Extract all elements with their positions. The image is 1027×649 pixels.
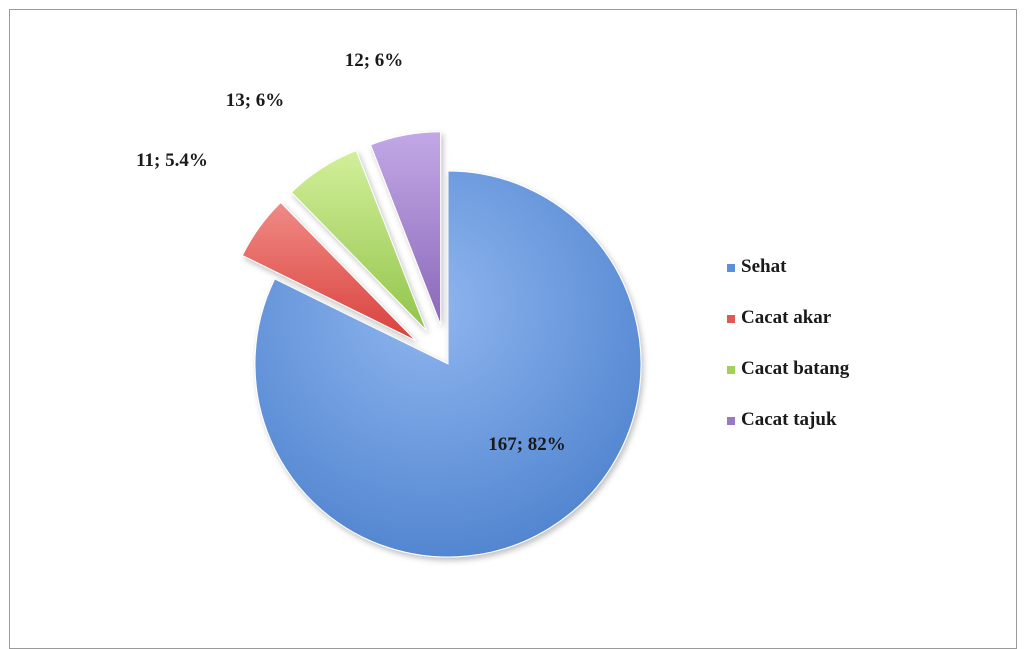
data-label-sehat: 167; 82% [488,434,566,455]
data-label-cacat-tajuk: 12; 6% [345,50,404,71]
legend-swatch-sehat [727,264,735,272]
data-label-cacat-akar: 11; 5.4% [136,150,208,171]
legend-label-cacat-akar: Cacat akar [741,307,832,328]
legend-label-sehat: Sehat [741,256,787,277]
legend-label-cacat-tajuk: Cacat tajuk [741,409,837,430]
data-label-cacat-batang: 13; 6% [226,90,285,111]
pie-chart: 167; 82% 11; 5.4% 13; 6% 12; 6% Sehat Cacat … [136,50,850,558]
legend-swatch-cacat-batang [727,366,735,374]
legend-swatch-cacat-akar [727,315,735,323]
legend-label-cacat-batang: Cacat batang [741,358,850,379]
pie-slice-cacat-akar [241,201,416,341]
legend-swatch-cacat-tajuk [727,417,735,425]
pie-slice-cacat-batang [290,149,427,331]
pie-slice-sehat [254,170,642,558]
pie-slice-cacat-tajuk [369,131,442,325]
